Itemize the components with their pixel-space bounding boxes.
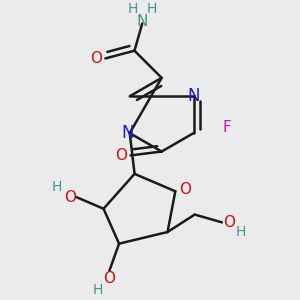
Text: F: F [222, 120, 231, 135]
Text: H: H [236, 225, 246, 239]
Text: O: O [64, 190, 76, 205]
Text: N: N [122, 124, 134, 142]
Text: O: O [90, 51, 102, 66]
Text: O: O [179, 182, 191, 197]
Text: H: H [92, 283, 103, 297]
Text: H: H [147, 2, 157, 16]
Text: N: N [187, 87, 200, 105]
Text: N: N [136, 14, 148, 29]
Text: O: O [103, 271, 116, 286]
Text: H: H [128, 2, 138, 16]
Text: O: O [224, 215, 236, 230]
Text: H: H [52, 180, 62, 194]
Text: O: O [115, 148, 127, 163]
